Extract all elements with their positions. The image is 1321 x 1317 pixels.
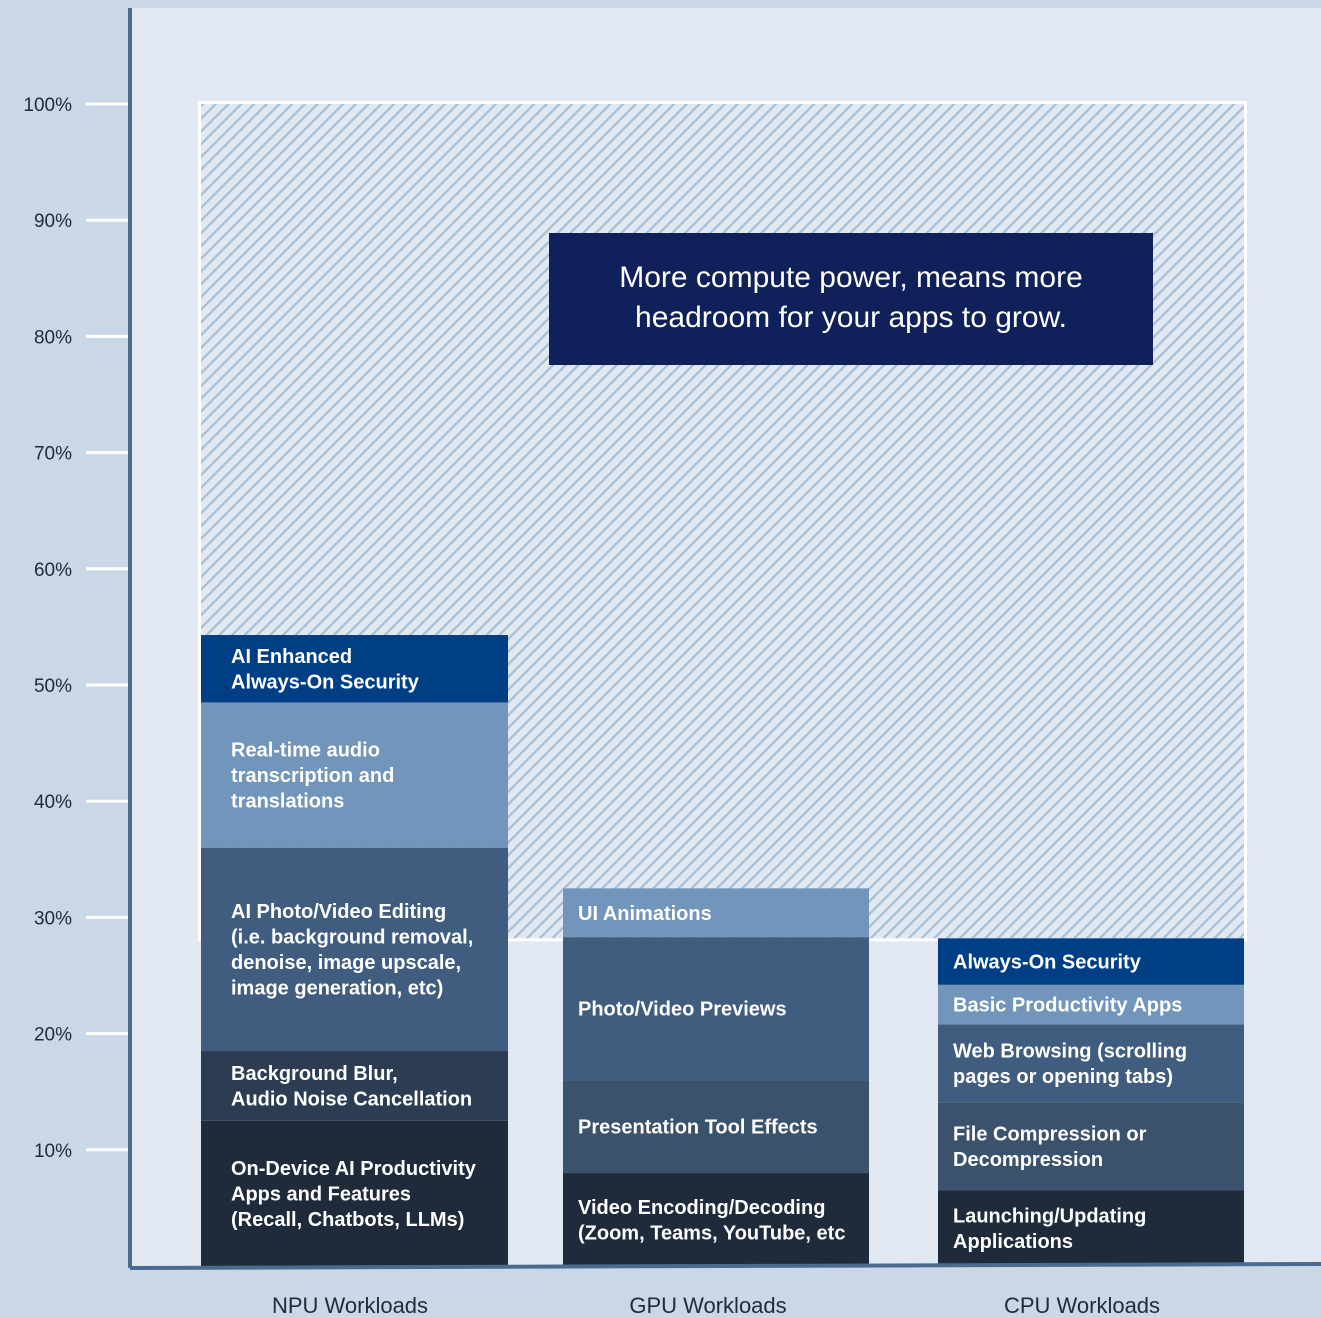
bar-cpu-workloads: Launching/Updating Applications File Compr… [938,938,1244,1266]
segment-label: Photo/Video Previews [578,999,787,1021]
segment-label-line: Real-time audio [231,740,380,762]
bar-segment [938,984,1244,1025]
x-category-label: GPU Workloads [629,1293,786,1317]
bar-segment [938,938,1244,985]
headroom-note: More compute power, means more headroom f… [549,233,1153,365]
segment-label-line: UI Animations [578,903,712,925]
bar-npu-workloads: On-Device AI Productivity Apps and Featur… [201,635,508,1266]
segment-label-line: transcription and [231,765,394,787]
y-tick-label: 30% [34,908,72,929]
segment-label: AI Enhanced Always-On Security [231,646,420,694]
y-tick-label: 100% [23,95,72,116]
x-category-label: CPU Workloads [1004,1293,1160,1317]
bar-segment [938,1190,1244,1266]
axes [128,8,1321,1270]
segment-label-line: Decompression [953,1149,1103,1171]
category-labels: NPU Workloads GPU Workloads CPU Workloads [272,1293,1160,1317]
bars: On-Device AI Productivity Apps and Featur… [201,635,1244,1266]
x-category-label: NPU Workloads [272,1293,428,1317]
segment-label-line: On-Device AI Productivity [231,1158,477,1180]
bar-segment [201,635,508,703]
segment-label: File Compression or Decompression [953,1124,1147,1172]
segment-label-line: Audio Noise Cancellation [231,1089,472,1111]
segment-label: Background Blur, Audio Noise Cancellation [231,1063,472,1111]
segment-label-line: (i.e. background removal, [231,927,473,949]
bar-segment [938,1024,1244,1103]
y-tick-label: 90% [34,211,72,232]
segment-label: Real-time audio transcription and translat… [231,740,394,813]
note-text-line: headroom for your apps to grow. [635,301,1067,334]
y-tick-label: 50% [34,676,72,697]
segment-label: Always-On Security [953,952,1142,974]
segment-label-line: Always-On Security [231,671,420,693]
note-text: More compute power, means more headroom f… [619,261,1083,334]
segment-label-line: AI Photo/Video Editing [231,901,446,923]
y-tick-label: 70% [34,444,72,465]
segment-label-line: Background Blur, [231,1063,398,1085]
segment-label-line: denoise, image upscale, [231,952,461,974]
note-box [549,233,1153,365]
y-tick-label: 80% [34,327,72,348]
y-tick-label: 10% [34,1141,72,1162]
segment-label: Web Browsing (scrolling pages or opening … [953,1040,1187,1088]
segment-label-line: (Recall, Chatbots, LLMs) [231,1209,464,1231]
y-axis: 10% 20% 30% 40% 50% 60% 70% 80% 90% 100% [23,95,129,1162]
segment-label-line: Basic Productivity Apps [953,995,1182,1017]
segment-label: Basic Productivity Apps [953,995,1182,1017]
segment-label: Launching/Updating Applications [953,1205,1146,1253]
segment-label: Video Encoding/Decoding (Zoom, Teams, You… [578,1197,845,1245]
segment-label: AI Photo/Video Editing (i.e. background r… [231,901,473,1000]
bar-segment [201,847,508,1052]
bar-segment [563,1173,869,1266]
segment-label: UI Animations [578,903,712,925]
segment-label-line: Web Browsing (scrolling [953,1040,1187,1062]
segment-label: On-Device AI Productivity Apps and Featur… [231,1158,477,1231]
segment-label-line: Presentation Tool Effects [578,1117,818,1139]
segment-label-line: Launching/Updating [953,1205,1146,1227]
segment-label-line: (Zoom, Teams, YouTube, etc [578,1222,845,1244]
segment-label-line: Apps and Features [231,1183,411,1205]
segment-label-line: translations [231,791,344,813]
y-tick-label: 60% [34,560,72,581]
segment-label: Presentation Tool Effects [578,1117,818,1139]
bar-segment [563,888,869,938]
segment-label-line: Photo/Video Previews [578,999,787,1021]
bar-gpu-workloads: Video Encoding/Decoding (Zoom, Teams, You… [563,888,869,1266]
bar-segment [201,702,508,848]
bar-segment [201,1120,508,1266]
x-axis-line [129,1262,1321,1270]
bar-segment [563,1080,869,1174]
bar-segment [563,937,869,1081]
segment-label-line: Applications [953,1231,1073,1253]
note-text-line: More compute power, means more [619,261,1083,294]
segment-label-line: image generation, etc) [231,978,443,1000]
bar-segment [938,1102,1244,1191]
segment-label-line: AI Enhanced [231,646,352,668]
bar-segment [201,1051,508,1121]
y-tick-label: 40% [34,792,72,813]
segment-label-line: pages or opening tabs) [953,1066,1173,1088]
segment-label-line: File Compression or [953,1124,1147,1146]
y-tick-label: 20% [34,1025,72,1046]
segment-label-line: Always-On Security [953,952,1142,974]
segment-label-line: Video Encoding/Decoding [578,1197,825,1219]
